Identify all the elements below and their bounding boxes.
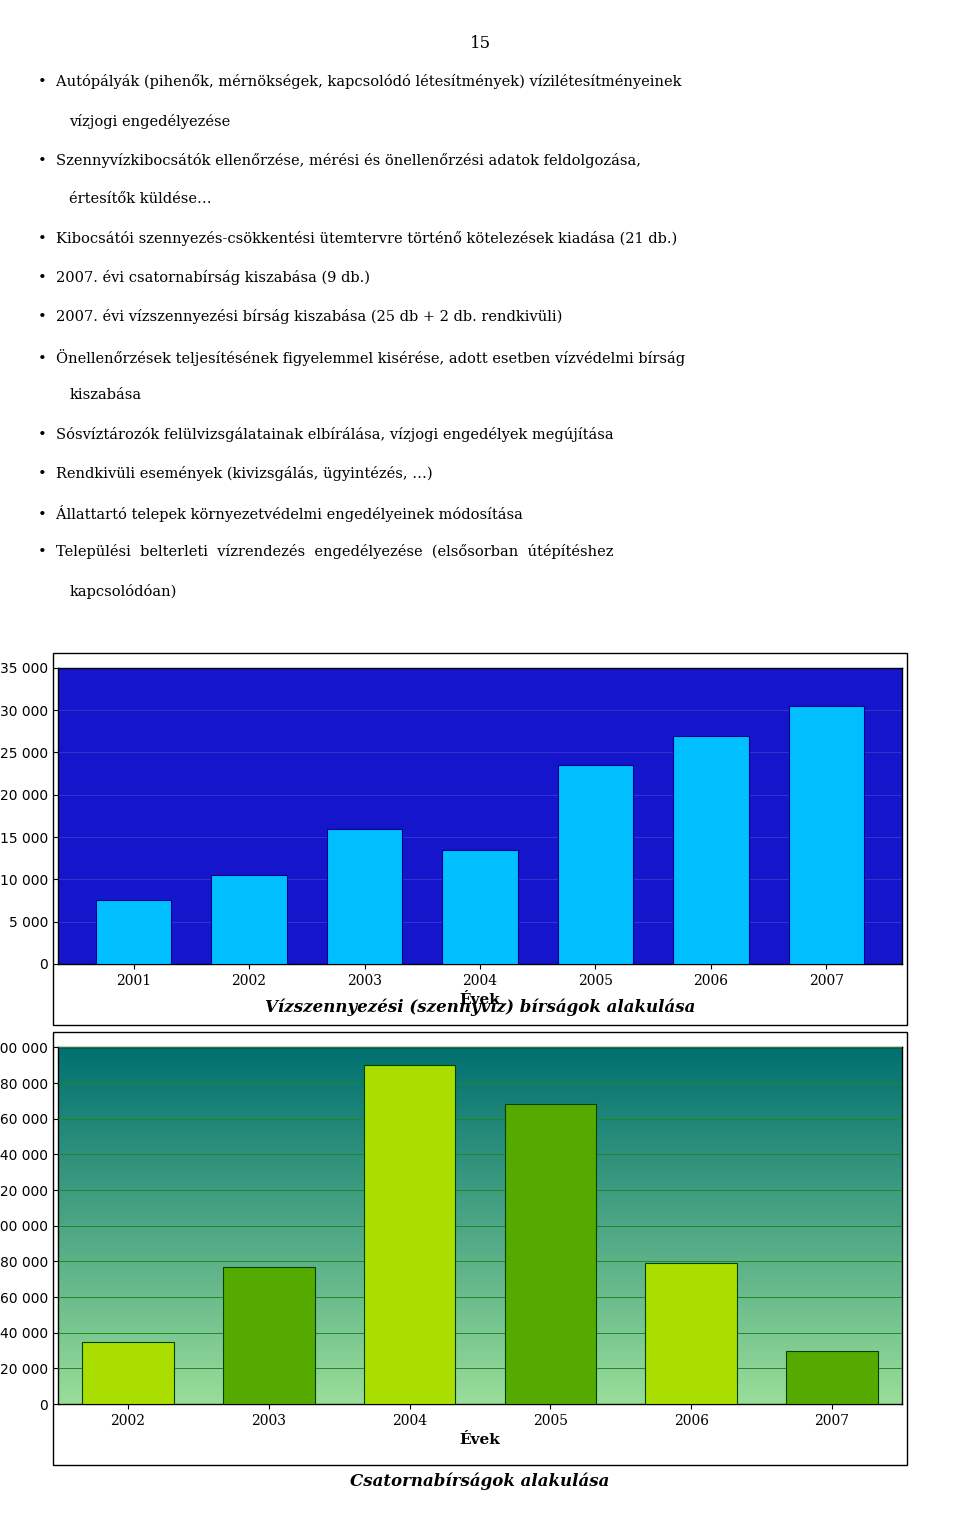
Text: vízjogi engedélyezése: vízjogi engedélyezése	[69, 114, 230, 129]
Bar	[789, 706, 864, 964]
Bar	[558, 765, 633, 964]
Text: 15: 15	[469, 35, 491, 52]
Text: •  Sósvíztározók felülvizsgálatainak elbírálása, vízjogi engedélyek megújítása: • Sósvíztározók felülvizsgálatainak elbí…	[37, 427, 613, 442]
Text: kiszabása: kiszabása	[69, 387, 141, 402]
Bar	[364, 1066, 455, 1404]
Text: •  Települési  belterleti  vízrendezés  engedélyezése  (elsősorban  útépítéshez: • Települési belterleti vízrendezés enge…	[37, 545, 613, 560]
Text: értesítők küldése…: értesítők küldése…	[69, 191, 212, 206]
Bar	[786, 1351, 877, 1404]
Bar	[327, 829, 402, 964]
Text: •  2007. évi csatornabírság kiszabása (9 db.): • 2007. évi csatornabírság kiszabása (9 …	[37, 270, 370, 285]
Text: •  Önellenőrzések teljesítésének figyelemmel kisérése, adott esetben vízvédelmi : • Önellenőrzések teljesítésének figyelem…	[37, 349, 684, 366]
Text: Csatornabírságok alakulása: Csatornabírságok alakulása	[350, 1472, 610, 1491]
Text: kapcsolódóan): kapcsolódóan)	[69, 583, 177, 598]
Bar	[211, 874, 286, 964]
Text: •  Rendkivüli események (kivizsgálás, ügyintézés, …): • Rendkivüli események (kivizsgálás, ügy…	[37, 466, 432, 481]
Bar	[443, 850, 517, 964]
Bar	[505, 1105, 596, 1404]
Bar	[674, 736, 749, 964]
Text: Vízszennyezési (szennyvíz) bírságok alakulása: Vízszennyezési (szennyvíz) bírságok alak…	[265, 999, 695, 1017]
X-axis label: Évek: Évek	[460, 1433, 500, 1448]
Text: •  Állattartó telepek környezetvédelmi engedélyeinek módosítása: • Állattartó telepek környezetvédelmi en…	[37, 505, 522, 522]
Text: •  2007. évi vízszennyezési bírság kiszabása (25 db + 2 db. rendkivüli): • 2007. évi vízszennyezési bírság kiszab…	[37, 310, 563, 325]
X-axis label: Évek: Évek	[460, 993, 500, 1008]
Bar	[223, 1268, 315, 1404]
Bar	[645, 1263, 737, 1404]
Text: •  Autópályák (pihenők, mérnökségek, kapcsolódó létesítmények) vízilétesítményei: • Autópályák (pihenők, mérnökségek, kapc…	[37, 74, 682, 90]
Text: •  Szennyvízkibocsátók ellenőrzése, mérési és önellenőrzési adatok feldolgozása,: • Szennyvízkibocsátók ellenőrzése, mérés…	[37, 153, 641, 167]
Bar	[83, 1342, 174, 1404]
Text: •  Kibocsátói szennyezés-csökkentési ütemtervre történő kötelezések kiadása (21 : • Kibocsátói szennyezés-csökkentési ütem…	[37, 231, 677, 246]
Bar	[96, 900, 171, 964]
